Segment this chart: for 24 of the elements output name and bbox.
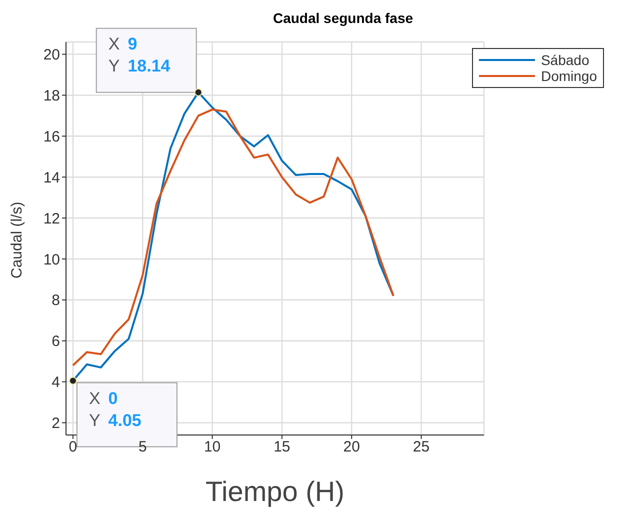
- y-tick-label: 2: [52, 415, 60, 432]
- legend-label: Domingo: [540, 68, 597, 84]
- y-tick-label: 16: [43, 128, 60, 146]
- y-tick-label: 8: [52, 292, 60, 310]
- datatip: X 9 Y 18.14: [96, 28, 202, 96]
- legend-label: Sábado: [540, 52, 590, 68]
- x-tick-label: 10: [204, 438, 221, 456]
- y-tick-label: 4: [52, 374, 60, 392]
- y-axis-title: Caudal (l/s): [8, 202, 26, 278]
- y-tick-label: 14: [43, 169, 60, 186]
- x-tick-label: 5: [138, 438, 147, 456]
- y-tick-label: 10: [43, 251, 60, 268]
- y-tick-label: 12: [43, 210, 60, 228]
- x-axis-title: Tiempo (H): [205, 476, 344, 507]
- x-tick-label: 25: [412, 438, 430, 456]
- x-tick-label: 0: [68, 438, 78, 456]
- y-tick-label: 18: [43, 88, 60, 105]
- x-tick-label: 20: [343, 438, 360, 456]
- chart-title: Caudal segunda fase: [272, 10, 414, 26]
- y-tick-label: 6: [52, 333, 60, 350]
- annotation: X 9 Y 18.14: [108, 34, 171, 76]
- annotation: X 0 Y 4.05: [88, 388, 142, 430]
- y-tick-label: 20: [43, 46, 60, 64]
- x-tick-label: 15: [274, 438, 290, 456]
